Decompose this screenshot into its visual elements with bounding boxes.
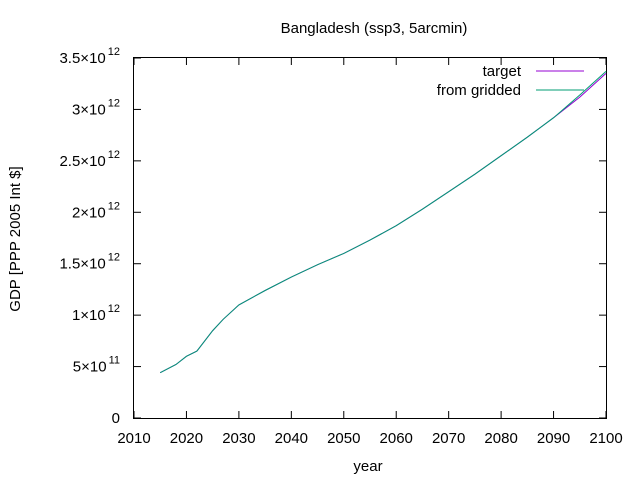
x-tick-label: 2080 [484, 430, 517, 447]
x-tick-label: 2020 [170, 430, 203, 447]
x-tick-label: 2010 [117, 430, 150, 447]
y-tick-mantissa: 1×10 [72, 307, 106, 324]
series-lines [159, 71, 607, 374]
y-tick-mantissa: 3×10 [72, 101, 106, 118]
x-tick-label: 2100 [589, 430, 622, 447]
x-tick-label: 2060 [380, 430, 413, 447]
y-tick-exponent: 12 [108, 252, 120, 264]
y-tick-label: 0 [112, 410, 120, 427]
y-tick-mantissa: 3.5×10 [59, 50, 105, 67]
y-axis-ticks: 05×10 111×10 121.5×10 122×10 122.5×10 123×10 1… [59, 46, 606, 427]
y-tick-label: 1.5×10 12 [59, 252, 120, 273]
legend-label: target [483, 63, 522, 80]
x-tick-label: 2030 [222, 430, 255, 447]
x-axis-ticks: 2010 2020 2030 2040 2050 2060 2070 2080 2090 2100 [117, 58, 623, 447]
y-tick-exponent: 11 [109, 355, 120, 367]
y-tick-label: 2×10 12 [72, 200, 120, 221]
y-tick-mantissa: 0 [112, 410, 120, 427]
y-tick-mantissa: 1.5×10 [59, 256, 105, 273]
y-tick-exponent: 12 [108, 97, 120, 109]
plot-area-frame [133, 57, 607, 419]
series-line-0 [159, 73, 607, 374]
y-tick-label: 3×10 12 [72, 97, 120, 118]
x-axis-label: year [353, 458, 382, 475]
x-tick-label: 2040 [275, 430, 308, 447]
legend: target from gridded [437, 63, 584, 99]
y-tick-mantissa: 2.5×10 [59, 153, 105, 170]
legend-label: from gridded [437, 82, 521, 99]
x-tick-label: 2090 [537, 430, 570, 447]
y-axis-label-group: GDP [PPP 2005 Int $] [7, 166, 24, 311]
y-tick-exponent: 12 [108, 303, 120, 315]
y-tick-label: 2.5×10 12 [59, 149, 120, 170]
y-tick-exponent: 12 [108, 46, 120, 58]
x-tick-label: 2070 [432, 430, 465, 447]
chart-title: Bangladesh (ssp3, 5arcmin) [281, 20, 468, 37]
y-tick-mantissa: 5×10 [73, 359, 107, 376]
y-tick-mantissa: 2×10 [72, 204, 106, 221]
y-tick-exponent: 12 [108, 149, 120, 161]
y-tick-label: 3.5×10 12 [59, 46, 120, 67]
x-tick-label: 2050 [327, 430, 360, 447]
y-tick-label: 5×10 11 [73, 355, 120, 376]
y-axis-label: GDP [PPP 2005 Int $] [7, 166, 24, 311]
series-line-1 [159, 71, 607, 374]
y-tick-exponent: 12 [108, 200, 120, 212]
y-tick-label: 1×10 12 [72, 303, 120, 324]
